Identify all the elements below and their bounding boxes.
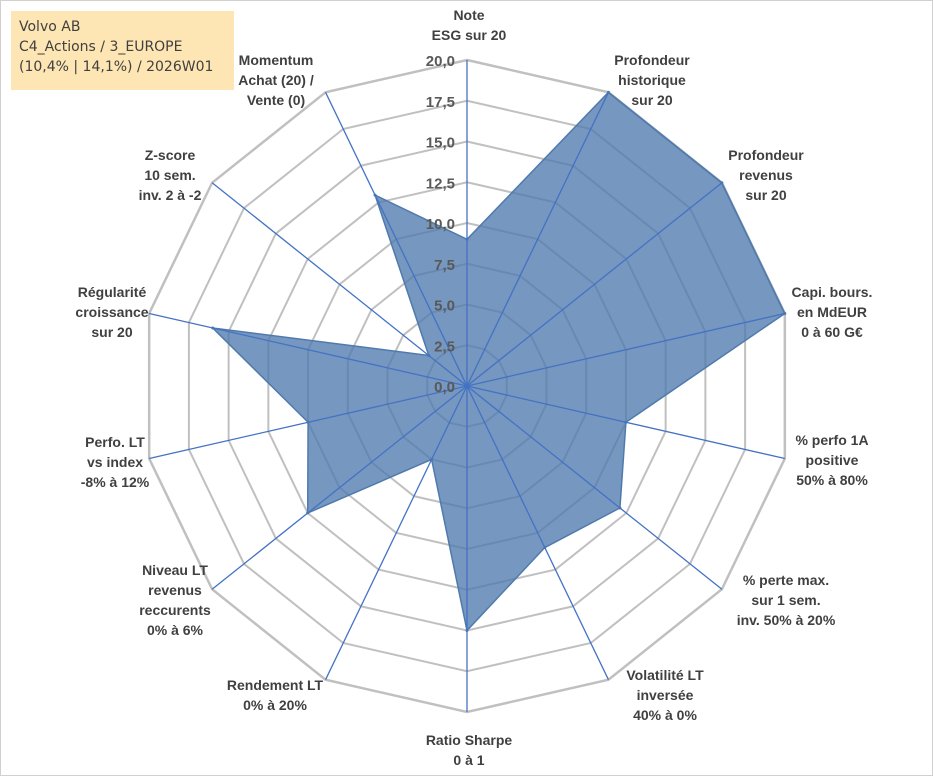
axis-label-line: 0 à 1	[453, 752, 484, 768]
axis-label: Régularité croissance sur 20	[75, 284, 148, 340]
axis-label-line: historique	[618, 72, 686, 88]
axis-label-line: Rendement LT	[227, 677, 324, 693]
axis-label: Profondeur historique sur 20	[614, 52, 690, 108]
axis-spoke	[466, 385, 785, 460]
axis-label-line: sur 20	[745, 187, 786, 203]
axis-label-line: croissance	[75, 304, 148, 320]
axis-label-line: Ratio Sharpe	[426, 732, 513, 748]
axis-label-line: revenus	[739, 167, 793, 183]
axis-label: % perfo 1A positive 50% à 80%	[795, 432, 868, 488]
axis-label-line: % perte max.	[743, 572, 829, 588]
axis-label-line: inversée	[637, 687, 694, 703]
axis-label-line: sur 1 sem.	[751, 592, 820, 608]
axis-label-line: Profondeur	[614, 52, 690, 68]
label-layer: Note ESG sur 20 Profondeur historique sur 20…	[75, 7, 872, 768]
category-path: C4_Actions / 3_EUROPE	[19, 39, 183, 55]
axis-label-line: 10 sem.	[144, 167, 195, 183]
axis-spoke	[324, 385, 468, 680]
axis-label-line: vs index	[87, 454, 143, 470]
axis-spoke	[324, 92, 468, 387]
axis-label-line: Profondeur	[728, 147, 804, 163]
tick-label: 5,0	[434, 298, 455, 315]
tick-label: 17,5	[426, 94, 455, 111]
axis-spoke	[149, 312, 468, 387]
axis-label-line: Z-score	[145, 147, 196, 163]
tick-layer: 0,0 2,5 5,0 7,5 10,0 12,5 15,0 17,5 20,0	[426, 53, 455, 396]
performance-week: (10,4% | 14,1%) / 2026W01	[19, 59, 214, 75]
axis-label: Momentum Achat (20) / Vente (0)	[238, 52, 314, 108]
axis-label-line: ESG sur 20	[432, 27, 507, 43]
axis-label-line: 50% à 80%	[796, 472, 868, 488]
axis-label-line: Perfo. LT	[85, 434, 145, 450]
tick-label: 10,0	[426, 216, 455, 233]
axis-label: Ratio Sharpe 0 à 1	[426, 732, 513, 768]
axis-label-line: Régularité	[78, 284, 147, 300]
company-name: Volvo AB	[19, 19, 81, 35]
axis-spoke	[211, 182, 468, 387]
axis-label-line: Volatilité LT	[626, 667, 704, 683]
axis-label-line: -8% à 12%	[81, 474, 150, 490]
axis-label-line: sur 20	[91, 324, 132, 340]
axis-label-line: 0% à 20%	[243, 697, 307, 713]
axis-label: % perte max. sur 1 sem. inv. 50% à 20%	[737, 572, 836, 628]
tick-label: 20,0	[426, 53, 455, 70]
axis-label: Rendement LT 0% à 20%	[227, 677, 324, 713]
axis-label-line: en MdEUR	[797, 304, 867, 320]
axis-label: Niveau LT revenus reccurents 0% à 6%	[139, 562, 211, 638]
axis-label-line: Niveau LT	[142, 562, 208, 578]
axis-spoke	[466, 182, 723, 387]
axis-spoke	[211, 385, 468, 590]
axis-label-line: 0 à 60 G€	[801, 324, 863, 340]
axis-label: Note ESG sur 20	[432, 7, 507, 43]
axis-spoke	[466, 385, 610, 680]
axis-spoke	[466, 92, 610, 387]
axis-label-line: % perfo 1A	[795, 432, 868, 448]
info-box: Volvo AB C4_Actions / 3_EUROPE (10,4% | …	[11, 11, 234, 90]
axis-label-line: reccurents	[139, 602, 211, 618]
axis-label: Perfo. LT vs index -8% à 12%	[81, 434, 150, 490]
axis-label-line: Vente (0)	[247, 92, 305, 108]
axis-label: Z-score 10 sem. inv. 2 à -2	[139, 147, 202, 203]
axis-label: Profondeur revenus sur 20	[728, 147, 804, 203]
axis-line-layer	[149, 60, 785, 712]
axis-label-line: 40% à 0%	[633, 707, 697, 723]
tick-label: 15,0	[426, 135, 455, 152]
axis-spoke	[466, 385, 723, 590]
axis-label-line: sur 20	[631, 92, 672, 108]
axis-label-line: inv. 2 à -2	[139, 187, 202, 203]
axis-label: Volatilité LT inversée 40% à 0%	[626, 667, 704, 723]
tick-label: 12,5	[426, 175, 455, 192]
axis-label-line: Achat (20) /	[238, 72, 314, 88]
axis-label-line: revenus	[148, 582, 202, 598]
tick-label: 2,5	[434, 338, 455, 355]
axis-spoke	[466, 312, 785, 387]
axis-label-line: Note	[453, 7, 484, 23]
axis-label-line: 0% à 6%	[147, 622, 204, 638]
tick-label: 7,5	[434, 257, 455, 274]
axis-label-line: Momentum	[239, 52, 314, 68]
axis-label-line: positive	[806, 452, 859, 468]
axis-label-line: Capi. bours.	[792, 284, 873, 300]
axis-label-line: inv. 50% à 20%	[737, 612, 836, 628]
tick-label: 0,0	[434, 379, 455, 396]
axis-label: Capi. bours. en MdEUR 0 à 60 G€	[792, 284, 873, 340]
axis-spoke	[149, 385, 468, 460]
